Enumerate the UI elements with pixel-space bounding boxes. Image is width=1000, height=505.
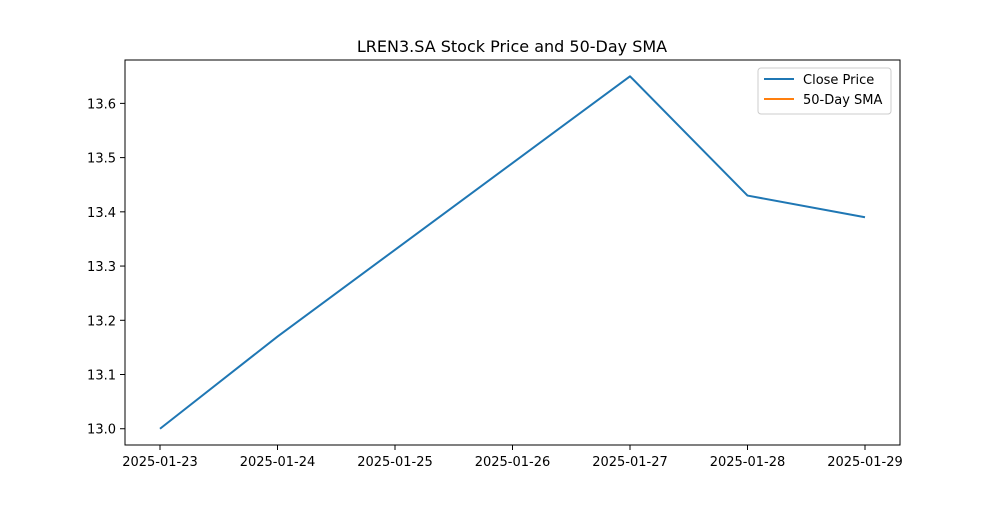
y-tick-label: 13.3 <box>87 260 116 275</box>
y-tick-label: 13.4 <box>87 206 116 221</box>
axis-ticks: 2025-01-23 2025-01-24 2025-01-25 2025-01-26… <box>87 97 903 470</box>
y-tick-label: 13.5 <box>87 152 116 167</box>
x-tick-label: 2025-01-29 <box>827 455 903 470</box>
legend: Close Price 50-Day SMA <box>757 67 892 115</box>
x-tick-label: 2025-01-24 <box>240 455 316 470</box>
y-tick-label: 13.1 <box>87 369 116 384</box>
y-tick-label: 13.2 <box>87 314 116 329</box>
x-tick-label: 2025-01-27 <box>592 455 668 470</box>
y-tick-label: 13.0 <box>87 423 116 438</box>
x-tick-label: 2025-01-26 <box>475 455 551 470</box>
x-tick-label: 2025-01-25 <box>357 455 433 470</box>
series-lines <box>159 75 866 430</box>
legend-label-close-price: Close Price <box>803 73 874 88</box>
x-tick-label: 2025-01-23 <box>122 455 198 470</box>
y-tick-label: 13.6 <box>87 97 116 112</box>
plot-area-frame <box>124 59 901 446</box>
series-line-close-price <box>159 75 866 430</box>
legend-label-50-day-sma: 50-Day SMA <box>803 93 883 108</box>
chart-title: LREN3.SA Stock Price and 50-Day SMA <box>357 37 667 56</box>
x-tick-label: 2025-01-28 <box>710 455 786 470</box>
